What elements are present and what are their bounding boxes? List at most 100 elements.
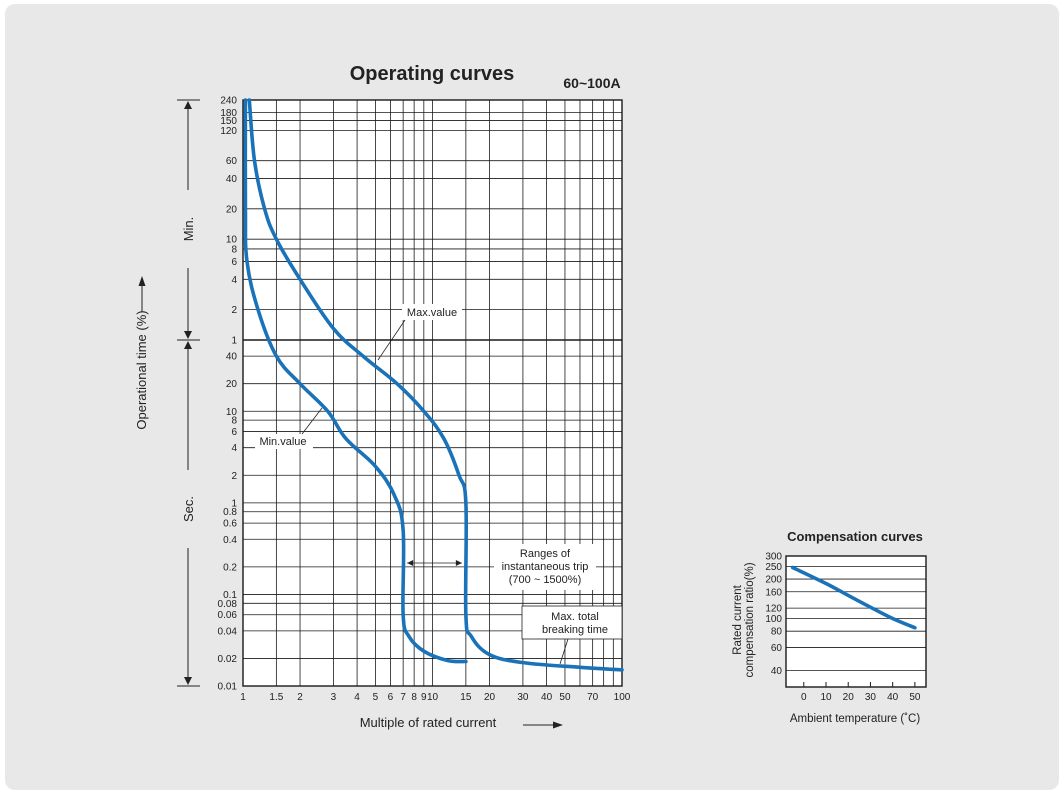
min-value-leader: [301, 407, 323, 435]
x-tick-label: 100: [614, 692, 631, 703]
x-tick-label: 70: [587, 692, 599, 703]
compensation-y-tick-label: 60: [771, 643, 783, 654]
y-tick-label: 6: [231, 257, 237, 268]
y-tick-label: 8: [231, 244, 237, 255]
x-tick-label: 15: [460, 692, 472, 703]
y-tick-label: 0.02: [218, 654, 238, 665]
breaking-label-line: Max. total: [551, 611, 599, 623]
y-tick-label: 120: [220, 126, 237, 137]
breaking-label-frame: [521, 605, 623, 640]
x-tick-label: 40: [541, 692, 553, 703]
compensation-title: Compensation curves: [787, 529, 923, 544]
y-tick-label: 4: [231, 275, 237, 286]
compensation-curves-marks: [790, 565, 917, 630]
x-tick-label: 8: [411, 692, 417, 703]
x-tick-label: 3: [331, 692, 337, 703]
x-tick-label: 20: [484, 692, 496, 703]
y-tick-label: 0.08: [218, 599, 238, 610]
arrow-down-icon: [184, 331, 192, 339]
arrow-right-icon: [553, 721, 563, 729]
y-axis-label: Operational time (%): [134, 310, 149, 429]
x-tick-label: 9: [421, 692, 427, 703]
compensation-x-tick-label: 0: [801, 692, 807, 703]
ranges-label-box: [494, 544, 596, 590]
ranges-label-line: instantaneous trip: [502, 561, 589, 573]
y-tick-label: 2: [231, 305, 237, 316]
breaking-leader: [559, 638, 569, 665]
x-tick-label: 1.5: [269, 692, 283, 703]
arrow-up-icon: [184, 101, 192, 109]
x-tick-label: 7: [400, 692, 406, 703]
y-tick-label: 0.06: [218, 610, 238, 621]
compensation-x-tick-label: 30: [865, 692, 877, 703]
min-value-label-box: [255, 434, 313, 449]
compensation-x-tick-label: 50: [909, 692, 921, 703]
max-value-curve: [247, 98, 624, 672]
y-tick-label: 240: [220, 96, 237, 107]
y-tick-label: 0.8: [223, 507, 237, 518]
range-label-sec: Sec.: [181, 496, 196, 522]
max-value-label: Max.value: [407, 307, 457, 319]
compensation-y-tick-label: 300: [765, 552, 782, 563]
breaking-label-line: breaking time: [542, 624, 608, 636]
x-tick-label: 4: [354, 692, 360, 703]
compensation-x-label: Ambient temperature (˚C): [790, 713, 921, 725]
max-value-leader: [377, 319, 406, 361]
y-tick-label: 150: [220, 116, 237, 127]
x-tick-label: 30: [517, 692, 529, 703]
y-tick-label: 8: [231, 416, 237, 427]
compensation-y-tick-label: 80: [771, 627, 783, 638]
ranges-label-line: (700 ~ 1500%): [509, 574, 581, 586]
compensation-x-tick-label: 40: [887, 692, 899, 703]
x-tick-label: 50: [559, 692, 571, 703]
y-tick-label: 2: [231, 471, 237, 482]
compensation-y-tick-label: 100: [765, 614, 782, 625]
min-value-label: Min.value: [259, 436, 306, 448]
compensation-y-tick-label: 200: [765, 575, 782, 586]
y-tick-label: 4: [231, 443, 237, 454]
x-tick-label: 2: [297, 692, 303, 703]
y-tick-label: 40: [226, 352, 238, 363]
compensation-y-label-line2: compensation ratio(%): [744, 562, 756, 677]
y-tick-label: 10: [226, 235, 238, 246]
arrow-right-icon: [455, 560, 462, 566]
y-tick-label: 6: [231, 427, 237, 438]
x-tick-label: 5: [373, 692, 379, 703]
compensation-curve: [790, 565, 917, 630]
range-label-min: Min.: [181, 217, 196, 242]
y-tick-label: 1: [231, 336, 237, 347]
arrow-up-icon: [184, 341, 192, 349]
operating-curves-marks: Max.value Min.value Ranges ofinstantaneous…: [243, 98, 624, 672]
compensation-y-tick-label: 120: [765, 604, 782, 615]
x-tick-label: 6: [388, 692, 394, 703]
compensation-x-tick-label: 20: [843, 692, 855, 703]
y-tick-label: 10: [226, 407, 238, 418]
arrow-down-icon: [184, 677, 192, 685]
y-tick-label: 20: [226, 204, 238, 215]
compensation-x-tick-label: 10: [820, 692, 832, 703]
y-tick-label: 20: [226, 379, 238, 390]
min-value-curve: [243, 98, 468, 664]
chart-title: Operating curves: [350, 63, 515, 85]
y-tick-label: 180: [220, 108, 237, 119]
y-tick-label: 1: [231, 498, 237, 509]
y-tick-label: 0.1: [223, 590, 237, 601]
y-tick-label: 60: [226, 156, 238, 167]
y-tick-label: 0.4: [223, 535, 237, 546]
x-axis-label: Multiple of rated current: [360, 715, 497, 730]
arrow-left-icon: [407, 560, 414, 566]
x-tick-label: 10: [427, 692, 439, 703]
y-tick-label: 0.2: [223, 562, 237, 573]
max-value-label-box: [402, 304, 462, 320]
x-tick-label: 1: [240, 692, 246, 703]
compensation-y-label-line1: Rated current: [732, 584, 744, 654]
ranges-label-line: Ranges of: [520, 548, 571, 560]
compensation-y-tick-label: 250: [765, 562, 782, 573]
arrow-up-icon: [138, 276, 146, 286]
breaking-label-box: [522, 606, 622, 639]
y-tick-label: 0.01: [218, 682, 238, 693]
chart-subtitle: 60~100A: [563, 75, 620, 91]
y-tick-label: 40: [226, 174, 238, 185]
